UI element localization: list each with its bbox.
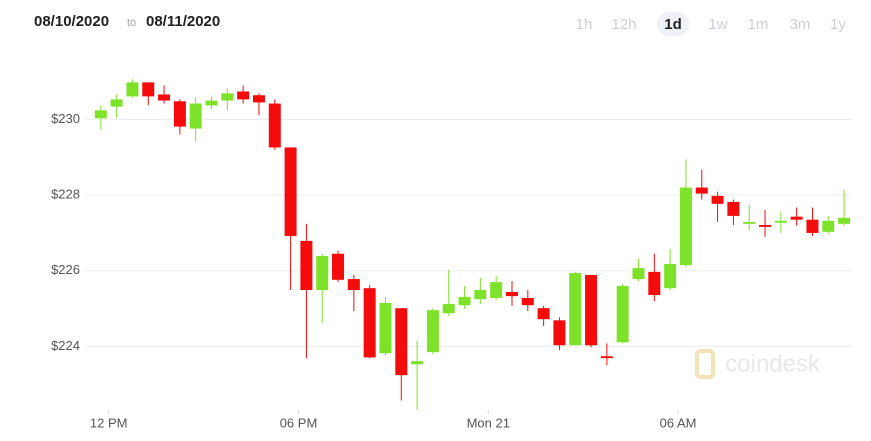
- candle-body: [474, 290, 487, 300]
- candle-body: [252, 95, 265, 103]
- y-tick-label: $228: [51, 187, 80, 202]
- x-tick-label: 12 PM: [90, 415, 128, 430]
- range-button[interactable]: 12h: [611, 16, 636, 33]
- range-button[interactable]: 1w: [708, 16, 727, 33]
- x-tick-label: 06 AM: [660, 415, 697, 430]
- range-button[interactable]: 1y: [830, 16, 846, 33]
- candle-body: [790, 216, 803, 220]
- date-from: 08/10/2020: [34, 13, 109, 30]
- candle-body: [189, 103, 202, 129]
- candle-body: [695, 187, 708, 194]
- date-separator: to: [127, 17, 136, 29]
- candle-body: [838, 217, 851, 224]
- candle-body: [521, 298, 534, 306]
- candle-body: [300, 240, 313, 291]
- candle-body: [537, 308, 550, 320]
- range-button[interactable]: 3m: [790, 16, 811, 33]
- range-button[interactable]: 1h: [576, 16, 593, 33]
- y-tick-label: $224: [51, 338, 80, 353]
- candle-body: [743, 221, 756, 224]
- candle-body: [822, 220, 835, 232]
- candle-body: [411, 361, 424, 365]
- candle-body: [205, 100, 218, 106]
- candle-body: [284, 147, 297, 236]
- candle-body: [806, 219, 819, 233]
- candle-body: [347, 279, 360, 291]
- candle-body: [442, 304, 455, 314]
- range-selected-bg: [657, 12, 689, 36]
- candle-body: [648, 271, 661, 295]
- candle-body: [173, 101, 186, 127]
- candle-body: [332, 253, 345, 280]
- candle-body: [379, 302, 392, 354]
- candle-body: [158, 94, 171, 101]
- x-tick-label: 06 PM: [280, 415, 318, 430]
- watermark-logo: [695, 349, 715, 379]
- candle-body: [585, 274, 598, 346]
- date-to: 08/11/2020: [146, 13, 220, 30]
- candle-body: [458, 296, 471, 306]
- candle-body: [221, 93, 234, 101]
- candle-body: [426, 310, 439, 353]
- y-tick-label: $230: [51, 111, 80, 126]
- range-button[interactable]: 1d: [664, 16, 682, 33]
- candle-body: [553, 320, 566, 346]
- candle-body: [505, 291, 518, 297]
- watermark: coindesk: [725, 350, 821, 377]
- candle-body: [664, 263, 677, 289]
- y-tick-label: $226: [51, 262, 80, 277]
- candle-body: [727, 201, 740, 216]
- candle-body: [142, 82, 155, 97]
- candle-body: [774, 220, 787, 223]
- range-button[interactable]: 1m: [748, 16, 769, 33]
- candle-body: [237, 91, 250, 100]
- candle-body: [490, 282, 503, 299]
- x-tick-label: Mon 21: [467, 415, 510, 430]
- candle-body: [569, 273, 582, 346]
- candle-body: [126, 82, 139, 97]
- candle-body: [316, 256, 329, 291]
- candle-body: [679, 187, 692, 266]
- candle-body: [268, 103, 281, 148]
- candle-body: [395, 308, 408, 376]
- candle-body: [110, 99, 123, 107]
- candle-body: [94, 110, 107, 119]
- candle-body: [616, 285, 629, 343]
- candle-body: [363, 288, 376, 358]
- candle-body: [600, 356, 613, 359]
- candle-body: [711, 195, 724, 204]
- candle-body: [632, 268, 645, 280]
- candle-body: [759, 224, 772, 227]
